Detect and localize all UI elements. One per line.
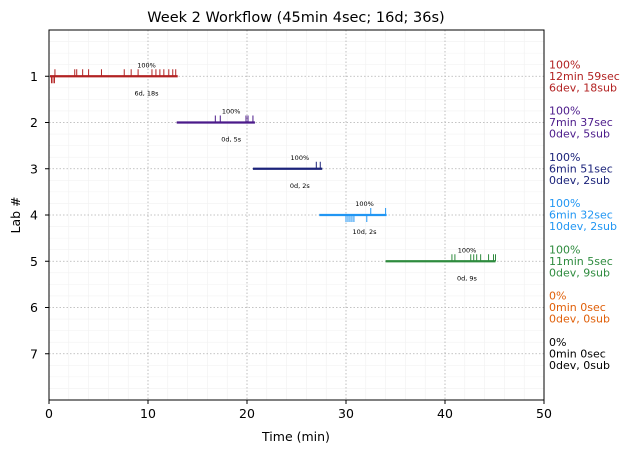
y-axis-label: Lab # [8, 196, 23, 233]
lab-1-count-label: 6d, 18s [135, 89, 160, 97]
lab-5-summary-line: 100% [549, 243, 580, 256]
lab-5-summary-line: 11min 5sec [549, 255, 613, 268]
lab-5-count-label: 0d, 9s [457, 274, 478, 282]
axis-ticks: 0 10 20 30 40 50 1 2 3 4 5 6 7 [30, 69, 552, 421]
lab-6-summary-line: 0% [549, 290, 566, 303]
lab-5-percent-label: 100% [458, 246, 477, 254]
y-tick-label: 2 [30, 115, 38, 130]
lab-6-summary-line: 0min 0sec [549, 301, 606, 314]
lab-4-count-label: 10d, 2s [352, 228, 377, 236]
lab-4-summary-line: 100% [549, 197, 580, 210]
lab-bars: 100% 6d, 18s 100% 0d, 5s 100% 0d, 2s 100% 10d, … [49, 61, 496, 282]
x-tick-label: 50 [536, 406, 552, 421]
x-tick-label: 10 [140, 406, 156, 421]
lab-2-percent-label: 100% [222, 108, 241, 116]
x-tick-label: 40 [437, 406, 453, 421]
lab-2-summary-line: 100% [549, 105, 580, 118]
lab-3-count-label: 0d, 2s [290, 182, 311, 190]
lab-3-summary-line: 6min 51sec [549, 162, 613, 175]
x-tick-label: 20 [239, 406, 255, 421]
lab-4-summary-line: 6min 32sec [549, 209, 613, 222]
lab-7-summary-line: 0% [549, 336, 566, 349]
lab-1-summary-line: 100% [549, 58, 580, 71]
y-tick-label: 6 [30, 300, 38, 315]
lab-2-count-label: 0d, 5s [221, 136, 242, 144]
lab-1-percent-label: 100% [137, 61, 156, 69]
lab-3-summary-line: 100% [549, 151, 580, 164]
lab-3-percent-label: 100% [291, 154, 310, 162]
y-tick-label: 4 [30, 208, 38, 223]
lab-7-summary-line: 0min 0sec [549, 347, 606, 360]
lab-4-summary-line: 10dev, 2sub [549, 220, 617, 233]
y-tick-label: 5 [30, 254, 38, 269]
lab-5-summary-line: 0dev, 9sub [549, 266, 610, 279]
lab-3-summary-line: 0dev, 2sub [549, 174, 610, 187]
lab-7-summary-line: 0dev, 0sub [549, 359, 610, 372]
x-axis-label: Time (min) [261, 429, 330, 444]
y-tick-label: 3 [30, 161, 38, 176]
lab-2-summary-line: 0dev, 5sub [549, 128, 610, 141]
x-tick-label: 30 [338, 406, 354, 421]
lab-2-summary-line: 7min 37sec [549, 116, 613, 129]
x-tick-label: 0 [45, 406, 53, 421]
lab-6-summary-line: 0dev, 0sub [549, 313, 610, 326]
y-tick-label: 7 [30, 346, 38, 361]
grid-lines [48, 30, 545, 400]
lab-1-summary-line: 6dev, 18sub [549, 81, 617, 94]
y-tick-label: 1 [30, 69, 38, 84]
lab-1-summary-line: 12min 59sec [549, 70, 620, 83]
lab-4-percent-label: 100% [355, 200, 374, 208]
chart-title: Week 2 Workflow (45min 4sec; 16d; 36s) [147, 10, 444, 26]
